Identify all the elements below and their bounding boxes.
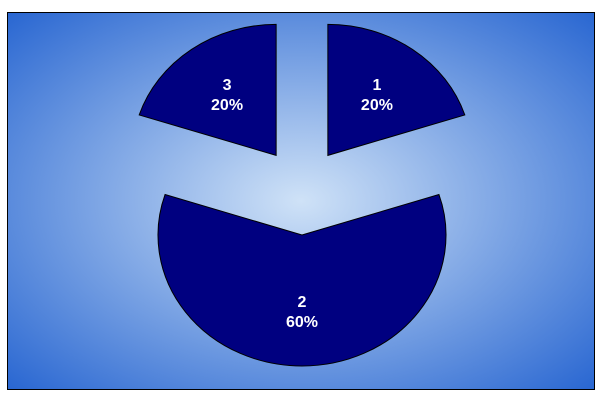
slice-label-3: 3	[223, 77, 232, 94]
pie-chart: 1 20% 2 60% 3 20%	[8, 13, 594, 389]
slice-label-2: 2	[298, 294, 307, 311]
slice-label-1: 1	[372, 77, 381, 94]
slices-layer	[138, 23, 466, 367]
pie-slice-1	[327, 23, 466, 157]
pie-slice-3	[138, 23, 277, 157]
pie-slice-2	[157, 193, 447, 367]
slice-percent-1: 20%	[361, 97, 393, 114]
chart-frame: 1 20% 2 60% 3 20%	[7, 12, 595, 390]
labels-layer: 1 20% 2 60% 3 20%	[211, 77, 393, 331]
slice-percent-3: 20%	[211, 97, 243, 114]
slice-percent-2: 60%	[286, 314, 318, 331]
